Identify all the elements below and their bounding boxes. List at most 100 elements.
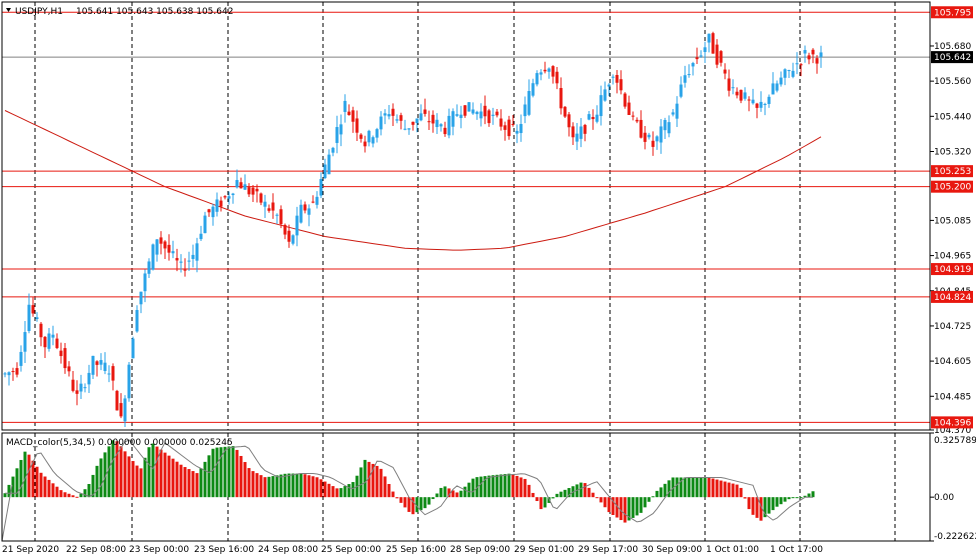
macd-bar (27, 454, 31, 498)
macd-bar (207, 455, 211, 498)
macd-bar (11, 476, 15, 498)
horizontal-levels (2, 11, 930, 423)
macd-bar (391, 491, 395, 498)
macd-bar (347, 484, 351, 498)
macd-bar (19, 459, 23, 498)
candle-body (403, 128, 407, 130)
candle-body (687, 74, 691, 76)
candle-body (163, 241, 167, 249)
candle-body (739, 89, 743, 101)
candle-body (423, 109, 427, 114)
candle-body (595, 114, 599, 122)
level-tag (931, 263, 973, 276)
macd-bar (535, 497, 539, 502)
candle-body (751, 99, 755, 104)
macd-bar (139, 468, 143, 498)
candle-body (295, 215, 299, 236)
time-label: 24 Sep 08:00 (258, 545, 318, 555)
candle-body (27, 304, 31, 332)
macd-bar (335, 488, 339, 498)
candle-body (307, 208, 311, 215)
main-panel-frame (1, 1, 931, 431)
price-tick-label: 105.680 (934, 42, 971, 52)
macd-bar (579, 482, 583, 498)
candle-body (231, 193, 235, 196)
level-tag-label: 105.200 (934, 183, 971, 193)
candle-body (783, 69, 787, 78)
macd-bar (567, 488, 571, 498)
macd-bar (723, 481, 727, 498)
candle-body (599, 95, 603, 117)
macd-bar (743, 497, 747, 499)
macd-bar (799, 497, 803, 499)
candle-body (355, 118, 359, 133)
macd-bar (175, 461, 179, 498)
candle-body (771, 83, 775, 95)
macd-bar (467, 482, 471, 498)
macd-bar (379, 468, 383, 498)
candle-body (255, 188, 259, 192)
macd-bar (375, 465, 379, 498)
candle-body (259, 193, 263, 203)
price-axis: 105.680 105.560 105.440 105.320 105.085 104.9… (930, 6, 976, 542)
macd-bar (599, 497, 603, 503)
candle-body (519, 124, 523, 134)
macd-bar (219, 447, 223, 498)
candle-body (583, 124, 587, 134)
macd-bar (663, 483, 667, 498)
macd-bar (687, 477, 691, 498)
candle-body (411, 121, 415, 125)
candle-body (351, 110, 355, 122)
candle-body (651, 140, 655, 147)
candle-body (347, 111, 351, 116)
macd-bar (727, 482, 731, 498)
macd-bar (451, 490, 455, 498)
price-tick-label: 105.560 (934, 77, 971, 87)
candle-body (767, 96, 771, 104)
macd-bar (251, 471, 255, 498)
macd-bar (287, 473, 291, 498)
macd-bar (31, 460, 35, 498)
macd-bar (503, 474, 507, 498)
candle-body (271, 202, 275, 211)
macd-bar (211, 448, 215, 498)
candle-body (223, 196, 227, 198)
candle-body (811, 49, 815, 55)
candle-body (415, 118, 419, 124)
macd-bar (539, 497, 543, 510)
candle-body (327, 154, 331, 175)
candle-body (467, 102, 471, 112)
candle-body (723, 69, 727, 74)
macd-bar (163, 452, 167, 498)
candle-body (511, 123, 515, 125)
candle-body (791, 70, 795, 77)
candle-body (7, 372, 11, 376)
candle-body (363, 141, 367, 147)
candle-body (247, 187, 251, 195)
candle-body (391, 108, 395, 116)
candle-body (491, 114, 495, 116)
candle-body (187, 260, 191, 262)
current-price-tag (931, 51, 973, 64)
candle-body (483, 105, 487, 117)
macd-bar (351, 482, 355, 498)
macd-bar (323, 481, 327, 498)
candle-body (671, 112, 675, 115)
candle-body (315, 196, 319, 205)
candle-body (51, 334, 55, 338)
macd-bar (583, 483, 587, 498)
candle-body (343, 100, 347, 112)
macd-bar (611, 497, 615, 515)
macd-bar (23, 451, 27, 498)
macd-bar (491, 475, 495, 498)
dropdown-triangle-icon[interactable] (6, 8, 11, 12)
candle-body (283, 224, 287, 235)
candle-body (451, 111, 455, 127)
macd-bar (707, 477, 711, 498)
candle-body (87, 372, 91, 385)
candle-body (603, 89, 607, 101)
candle-body (179, 261, 183, 263)
macd-bar (639, 497, 643, 513)
macd-bar (51, 483, 55, 498)
